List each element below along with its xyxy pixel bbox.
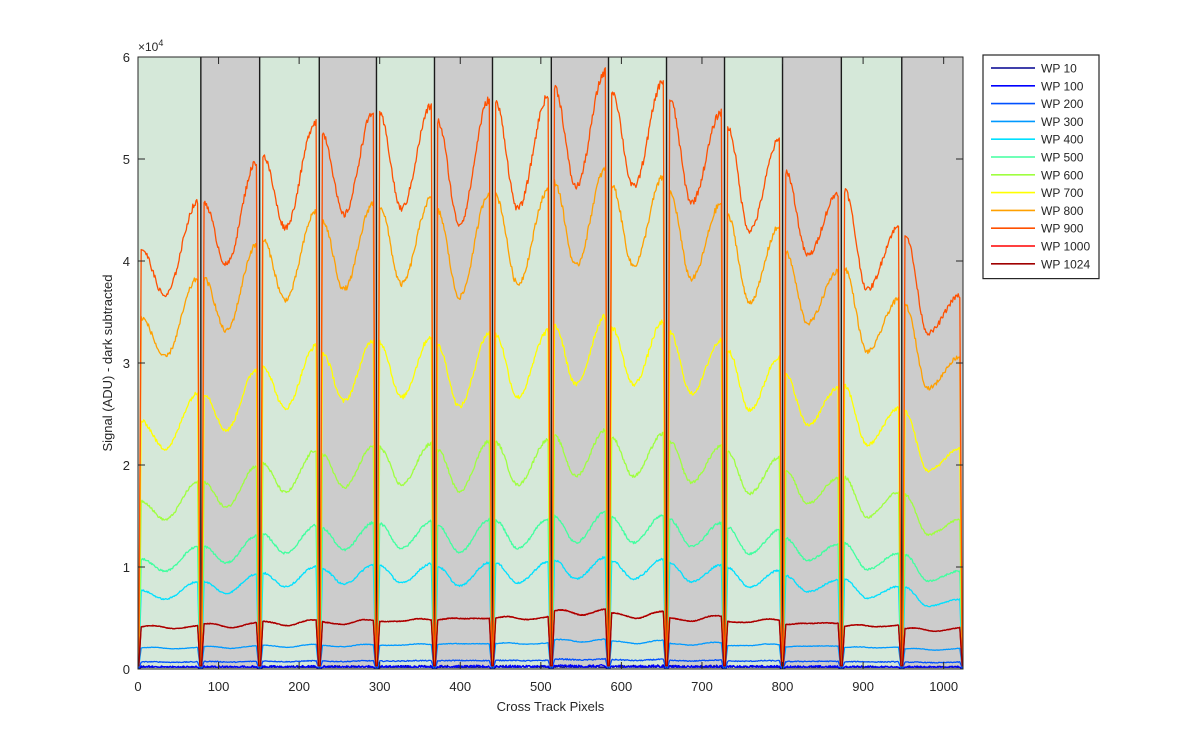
tick-labels: 0 100 200 300 400 500 600 700 800 900 1000 0 1 2 3 4 5 6 [123, 50, 958, 694]
background-band-9 [608, 57, 667, 669]
background-band-13 [841, 57, 902, 669]
background-band-3 [259, 57, 320, 669]
x-tick-label: 100 [208, 679, 230, 694]
series-line-wp-200 [138, 657, 963, 669]
y-axis-label: Signal (ADU) - dark subtracted [100, 274, 115, 451]
x-tick-label: 400 [449, 679, 471, 694]
x-tick-label: 900 [852, 679, 874, 694]
x-tick-label: 1000 [929, 679, 958, 694]
legend-wp-500-label: WP 500 [1041, 151, 1084, 165]
legend-wp-800-label: WP 800 [1041, 204, 1084, 218]
legend-wp-200-label: WP 200 [1041, 97, 1084, 111]
x-tick-label: 800 [772, 679, 794, 694]
legend-wp-900-label: WP 900 [1041, 222, 1084, 236]
axes [137, 56, 964, 670]
y-tick-label: 1 [123, 560, 130, 575]
x-axis-label: Cross Track Pixels [497, 699, 605, 714]
background-band-1 [138, 57, 201, 669]
background-bands [138, 57, 963, 669]
background-band-5 [376, 57, 435, 669]
legend-wp-10-label: WP 10 [1041, 62, 1077, 76]
y-tick-label: 0 [123, 662, 130, 677]
background-band-14 [901, 57, 963, 669]
y-axis-exponent: ×104 [138, 38, 163, 54]
legend-wp-600-label: WP 600 [1041, 168, 1084, 182]
background-band-6 [434, 57, 493, 669]
background-band-7 [492, 57, 552, 669]
series-lines [138, 67, 963, 670]
legend-wp-1000-label: WP 1000 [1041, 240, 1090, 254]
background-band-2 [200, 57, 260, 669]
x-tick-label: 300 [369, 679, 391, 694]
legend: WP 10 WP 100 WP 200 WP 300 WP 400 WP 500 WP 60… [982, 54, 1100, 280]
background-band-8 [551, 57, 609, 669]
y-axis-exponent-power: 4 [158, 38, 163, 48]
series-line-wp-900 [138, 67, 963, 667]
background-band-12 [782, 57, 842, 669]
y-tick-label: 4 [123, 254, 130, 269]
legend-wp-400-label: WP 400 [1041, 133, 1084, 147]
series-line-wp-100 [138, 663, 963, 670]
x-tick-label: 600 [611, 679, 633, 694]
legend-wp-700-label: WP 700 [1041, 186, 1084, 200]
x-tick-label: 200 [288, 679, 310, 694]
legend-wp-1024-label: WP 1024 [1041, 257, 1090, 271]
x-tick-label: 0 [134, 679, 141, 694]
y-tick-label: 5 [123, 152, 130, 167]
y-tick-label: 6 [123, 50, 130, 65]
x-tick-label: 700 [691, 679, 713, 694]
background-band-10 [666, 57, 725, 669]
legend-wp-300-label: WP 300 [1041, 115, 1084, 129]
series-line-wp-1024 [138, 608, 963, 667]
legend-box [982, 54, 1100, 280]
y-tick-label: 2 [123, 458, 130, 473]
y-tick-label: 3 [123, 356, 130, 371]
x-tick-label: 500 [530, 679, 552, 694]
y-axis-exponent-base: ×10 [138, 40, 159, 54]
legend-wp-100-label: WP 100 [1041, 79, 1084, 93]
